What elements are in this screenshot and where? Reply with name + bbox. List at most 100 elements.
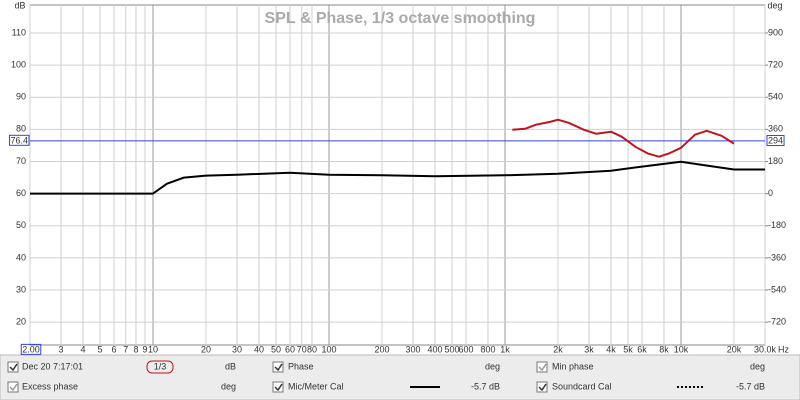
checkbox[interactable] xyxy=(7,361,19,373)
x-tick-label: 20k xyxy=(727,344,742,354)
plot xyxy=(29,4,768,346)
x-tick-label: 200 xyxy=(374,344,389,354)
x-tick-label: 2k xyxy=(553,344,563,354)
checkmark xyxy=(538,383,547,392)
y2-tick-label: -180 xyxy=(768,220,786,230)
x-tick-label: 4 xyxy=(80,344,85,354)
y2-tick-label: -360 xyxy=(768,252,786,262)
y2-tick-label: 0 xyxy=(768,188,773,198)
x-tick-label: 8k xyxy=(659,344,669,354)
x-tick-label: 5 xyxy=(98,344,103,354)
y-tick-label: 40 xyxy=(16,252,26,262)
cursor-label-box xyxy=(766,135,785,147)
y-tick-label: 50 xyxy=(16,220,26,230)
x-tick-label: 400 xyxy=(427,344,442,354)
x-tick-label: 8 xyxy=(133,344,138,354)
control-unit: -5.7 dB xyxy=(471,381,500,391)
control-label: Phase xyxy=(288,361,314,371)
controls: Dec 20 7:17:01 dB Phase deg Min phase degExce… xyxy=(7,360,765,393)
x-tick-label: 10k xyxy=(674,344,689,354)
y-tick-label: 20 xyxy=(16,317,26,327)
x-tick-label: 20 xyxy=(201,344,211,354)
x-tick-label: 50 xyxy=(271,344,281,354)
control-item: Phase deg xyxy=(272,361,500,373)
y2-tick-label: 180 xyxy=(768,156,783,166)
cursor-label: 76.4 xyxy=(10,135,28,145)
y-tick-label: 110 xyxy=(12,27,26,37)
checkmark xyxy=(538,363,547,372)
y2-tick-label: -720 xyxy=(768,317,786,327)
checkmark xyxy=(274,383,283,392)
series-line xyxy=(512,118,735,158)
checkbox[interactable] xyxy=(7,381,19,393)
x-tick-label: 6k xyxy=(637,344,647,354)
x-tick-label: 6 xyxy=(111,344,116,354)
x-tick-label: 60 xyxy=(285,344,295,354)
y2-tick-label: -540 xyxy=(768,284,786,294)
control-unit: dB xyxy=(225,361,236,371)
checkmark xyxy=(9,363,18,372)
checkbox[interactable] xyxy=(272,361,284,373)
smoothing[interactable]: 1/3 xyxy=(154,361,167,371)
control-label: Soundcard Cal xyxy=(552,381,612,391)
x-tick-label: 70 xyxy=(297,344,307,354)
y-tick-label: 70 xyxy=(16,156,26,166)
x-tick-label: 30 xyxy=(232,344,242,354)
x-tick-label: 10 xyxy=(148,344,158,354)
y2-tick-label: 540 xyxy=(768,92,783,102)
control-unit: deg xyxy=(221,381,236,391)
checkmark xyxy=(274,363,283,372)
x-tick-label: 3 xyxy=(58,344,63,354)
y2-tick-label: 360 xyxy=(768,124,783,134)
y-axis-label: dB xyxy=(14,0,25,10)
control-label: Min phase xyxy=(552,361,594,371)
x-tick-label: 40 xyxy=(254,344,264,354)
control-item: Dec 20 7:17:01 dB xyxy=(7,361,236,373)
control-item: Min phase deg xyxy=(536,361,765,373)
x-tick-label: 30.0k xyxy=(754,344,777,354)
y2-axis-label: deg xyxy=(767,0,782,10)
x-tick-label: 80 xyxy=(307,344,317,354)
x-tick-label: 1k xyxy=(500,344,510,354)
control-item: Mic/Meter Cal -5.7 dB xyxy=(272,381,500,393)
x-tick-label: 100 xyxy=(322,344,337,354)
control-panel xyxy=(0,354,800,400)
cursor-label-box xyxy=(8,134,30,146)
smoothing-box[interactable] xyxy=(146,360,174,374)
checkbox[interactable] xyxy=(272,381,284,393)
control-label: Dec 20 7:17:01 xyxy=(22,361,83,371)
y-tick-label: 100 xyxy=(11,59,26,69)
y2-tick-label: 720 xyxy=(768,59,783,69)
control-unit: deg xyxy=(485,361,500,371)
control-unit: -5.7 dB xyxy=(736,381,765,391)
x-tick-label: 300 xyxy=(405,344,420,354)
x-tick-label: 9 xyxy=(142,344,147,354)
x-tick-label: 5k xyxy=(623,344,633,354)
chart-title: SPL & Phase, 1/3 octave smoothing xyxy=(265,10,536,27)
control-item: Soundcard Cal -5.7 dB xyxy=(536,381,765,393)
x-tick-label: 3k xyxy=(584,344,594,354)
y-tick-label: 60 xyxy=(16,188,26,198)
control-unit: deg xyxy=(750,361,765,371)
checkbox[interactable] xyxy=(536,361,548,373)
x-tick-label: 7 xyxy=(123,344,128,354)
x-tick-label: 4k xyxy=(606,344,616,354)
cursor-y2-label: 294 xyxy=(768,136,783,146)
series-line xyxy=(30,160,765,195)
x-unit: Hz xyxy=(778,344,789,354)
control-label: Mic/Meter Cal xyxy=(288,381,344,391)
x-tick-label: 2.00 xyxy=(22,344,40,354)
x-start-box xyxy=(20,343,42,355)
control-label: Excess phase xyxy=(22,381,78,391)
control-item: Excess phase deg xyxy=(7,381,236,393)
checkbox[interactable] xyxy=(536,381,548,393)
y2-tick-label: 900 xyxy=(768,27,783,37)
checkmark xyxy=(9,383,18,392)
y-tick-label: 90 xyxy=(16,92,26,102)
x-tick-label: 500 xyxy=(445,344,460,354)
x-tick-label: 800 xyxy=(480,344,495,354)
y-tick-label: 30 xyxy=(16,284,26,294)
y-tick-label: 80 xyxy=(16,124,26,134)
x-tick-label: 600 xyxy=(458,344,473,354)
